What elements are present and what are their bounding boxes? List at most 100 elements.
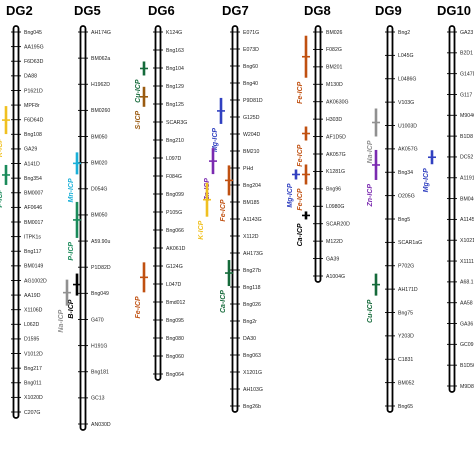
marker-label: H303D bbox=[326, 117, 342, 123]
chromosome-group-dg2: DG2 Bng045 AA195G F6D63D DA88 P1621D MPF8r F6D6… bbox=[0, 3, 47, 419]
qtl-label: P-ICP bbox=[0, 189, 4, 208]
marker-label: Bng163 bbox=[166, 48, 184, 54]
chromosome-group-dg10: DG10 GA23 B2D1 G147D G117 M904G B1D8 DC52 A1191 B… bbox=[437, 3, 474, 393]
marker-label: A1004G bbox=[326, 274, 345, 280]
chromosome-title: DG10 bbox=[437, 3, 471, 18]
marker-label: L0486G bbox=[398, 77, 416, 83]
qtl-label: Na-ICP bbox=[367, 140, 374, 163]
marker-label: B1D56 bbox=[460, 363, 474, 369]
qtl-mn-icp: Mn-ICP bbox=[68, 152, 81, 202]
marker-label: DA30 bbox=[243, 336, 256, 342]
marker-label: C207G bbox=[24, 410, 40, 416]
marker-label: B2D1 bbox=[460, 51, 473, 57]
marker-label: AK0630G bbox=[326, 100, 349, 106]
marker-label: Bng96 bbox=[326, 187, 341, 193]
chromosome-title: DG7 bbox=[222, 3, 249, 18]
marker-label: BM0260 bbox=[91, 108, 110, 114]
marker-label: L062D bbox=[24, 322, 40, 328]
marker-label: G124G bbox=[166, 264, 183, 270]
marker-label: Bng064 bbox=[166, 372, 184, 378]
qtl-na-icp: Na-ICP bbox=[58, 279, 71, 333]
marker-label: F6D63D bbox=[24, 59, 44, 65]
marker-label: GC13 bbox=[91, 396, 105, 402]
qtl-fe-icp: Fe-ICP bbox=[135, 262, 148, 319]
marker-label: M9D8 bbox=[460, 384, 474, 390]
marker-label: Bng011 bbox=[24, 381, 42, 387]
qtl-label: Na-ICP bbox=[58, 309, 65, 332]
marker-label: W204D bbox=[243, 132, 261, 138]
marker-label: AF1D5D bbox=[326, 134, 346, 140]
marker-label: AH174G bbox=[91, 30, 111, 36]
marker-label: AA19D bbox=[24, 293, 41, 299]
marker-label: DC52 bbox=[460, 155, 473, 161]
chromosome-group-dg7: DG7 E071G E073D Bng60 Bng40 P9D81D G125D W204D B… bbox=[198, 3, 263, 413]
marker-label: P1621D bbox=[24, 88, 43, 94]
marker-label: Bng080 bbox=[166, 336, 184, 342]
marker-label: Bng095 bbox=[166, 318, 184, 324]
marker-label: P1D82D bbox=[91, 265, 111, 271]
marker-label: MPF8r bbox=[24, 103, 40, 109]
marker-label: Bng117 bbox=[24, 249, 42, 255]
qtl-label: Fe-ICP bbox=[297, 144, 304, 167]
marker-label: G125D bbox=[243, 115, 260, 121]
marker-label: SCAR20D bbox=[326, 222, 350, 228]
marker-label: G470 bbox=[91, 317, 104, 323]
qtl-p-icp: P-ICP bbox=[68, 201, 81, 261]
marker-label: Bng217 bbox=[24, 366, 42, 372]
qtl-k-icp: K-ICP bbox=[198, 182, 211, 240]
marker-label: Bng354 bbox=[24, 176, 42, 182]
marker-label: L045G bbox=[398, 53, 414, 59]
chromosome-title: DG2 bbox=[6, 3, 33, 18]
qtl-na-icp: Na-ICP bbox=[367, 108, 380, 163]
marker-label: Bng108 bbox=[24, 132, 42, 138]
chromosome-group-dg9: DG9 Bng2 L045G L0486G V103G U1003D AK057G Bng34… bbox=[367, 3, 436, 413]
marker-label: PHd bbox=[243, 166, 253, 172]
qtl-label: S-ICP bbox=[135, 110, 142, 129]
qtl-cu-icp: Cu-ICP bbox=[367, 273, 380, 323]
marker-label: GA29 bbox=[24, 147, 37, 153]
qtl-label: Mg-ICP bbox=[287, 183, 294, 207]
marker-label: Bng210 bbox=[166, 138, 184, 144]
qtl-zn-icp: Zn-ICP bbox=[367, 149, 380, 208]
marker-label: E073D bbox=[243, 47, 259, 53]
marker-label: SCAR1aG bbox=[398, 240, 422, 246]
marker-label: BM050 bbox=[91, 134, 108, 140]
marker-label: U1003D bbox=[398, 123, 417, 129]
qtl-label: Fe-ICP bbox=[220, 199, 227, 222]
marker-label: P702G bbox=[398, 264, 414, 270]
marker-label: Bng129 bbox=[166, 84, 184, 90]
marker-label: Bmd012 bbox=[166, 300, 185, 306]
marker-label: BM0017 bbox=[24, 220, 43, 226]
marker-label: V103G bbox=[398, 100, 414, 106]
qtl-label: Cu-ICP bbox=[367, 299, 374, 323]
qtl-label: B-ICP bbox=[68, 299, 75, 318]
marker-label: AF0646 bbox=[24, 205, 42, 211]
chromosome-title: DG6 bbox=[148, 3, 175, 18]
marker-label: Bng75 bbox=[398, 310, 413, 316]
marker-label: H1962D bbox=[91, 82, 110, 88]
marker-label: M904G bbox=[460, 113, 474, 119]
marker-label: BM0149 bbox=[24, 264, 43, 270]
marker-label: GC09 bbox=[460, 342, 474, 348]
chromosome-title: DG9 bbox=[375, 3, 402, 18]
qtl-fe-icp: Fe-ICP bbox=[220, 165, 233, 222]
marker-label: A68.1 bbox=[460, 280, 474, 286]
marker-label: Bng099 bbox=[166, 192, 184, 198]
marker-label: X1111 bbox=[460, 259, 474, 265]
marker-label: L047D bbox=[166, 282, 182, 288]
qtl-mg-icp: Mg-ICP bbox=[287, 169, 300, 208]
chromosome-group-dg6: DG6 K124G Bng163 Bng104 Bng129 Bng125 SCAR3G Bn… bbox=[135, 3, 187, 381]
marker-label: AA195G bbox=[24, 44, 44, 50]
qtl-k-icp: K-ICP bbox=[0, 106, 10, 157]
marker-label: Bng125 bbox=[166, 102, 184, 108]
marker-label: ITPK1s bbox=[24, 234, 41, 240]
qtl-fe-icp: Fe-ICP bbox=[297, 35, 310, 104]
marker-label: H191G bbox=[91, 343, 107, 349]
marker-label: B1D8 bbox=[460, 134, 473, 140]
marker-label: Bng60 bbox=[243, 64, 258, 70]
marker-label: GA36 bbox=[460, 321, 473, 327]
marker-label: Bng060 bbox=[166, 354, 184, 360]
marker-label: GA39 bbox=[326, 256, 339, 262]
marker-label: BM201 bbox=[326, 65, 343, 71]
